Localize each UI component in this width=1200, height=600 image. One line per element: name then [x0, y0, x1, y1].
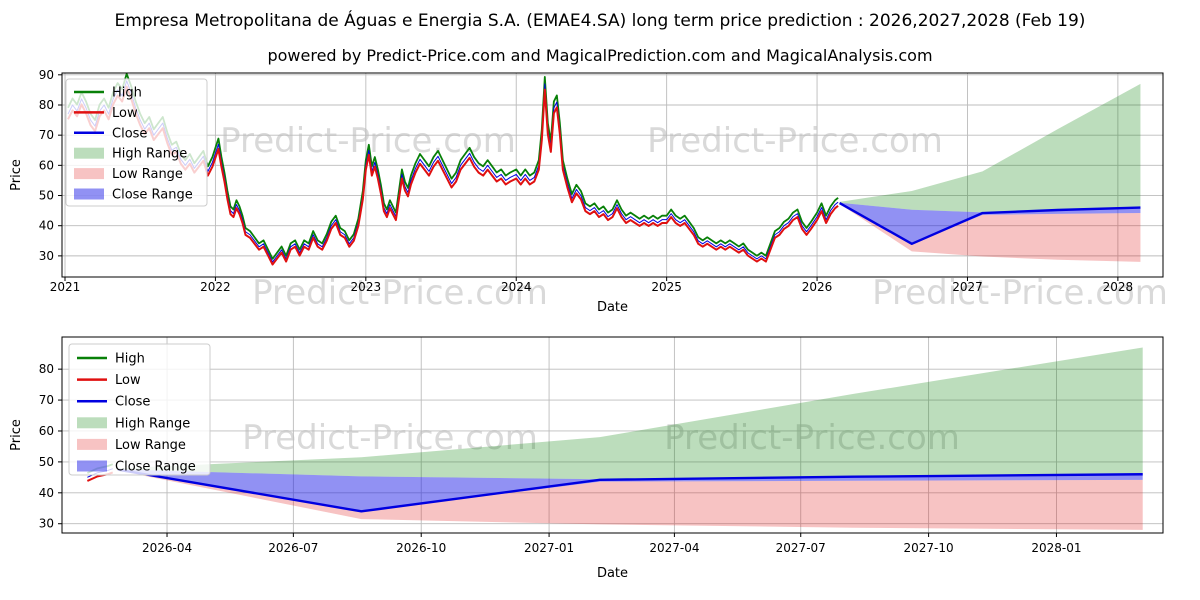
watermark: Predict-Price.com [242, 418, 538, 458]
watermark: Predict-Price.com [664, 418, 960, 458]
legend-patch-swatch [74, 147, 104, 159]
legend-item: Low Range [77, 438, 186, 453]
y-tick-label: 70 [39, 393, 54, 407]
legend-box [68, 343, 211, 476]
close-range-area [839, 202, 1141, 244]
x-tick-label: 2027 [952, 280, 983, 294]
y-tick-label: 40 [39, 219, 54, 233]
legend: High Low Close High Range Low Range Close Ran… [68, 343, 211, 476]
y-tick-label: 60 [39, 158, 54, 172]
y-tick-label: 40 [39, 486, 54, 500]
y-tick-label: 30 [39, 517, 54, 531]
y-tick-label: 50 [39, 455, 54, 469]
legend-patch-swatch [77, 438, 107, 450]
y-tick-label: 80 [39, 362, 54, 376]
legend-label: Close [115, 395, 150, 410]
low-range-area [117, 469, 1143, 530]
chart-subtitle: powered by Predict-Price.com and Magical… [267, 46, 933, 65]
legend-item: Low [77, 373, 141, 388]
x-tick-label: 2026-10 [396, 541, 446, 555]
watermark: Predict-Price.com [252, 273, 548, 313]
y-axis-label: Price [9, 419, 24, 451]
legend-label: Close Range [115, 460, 196, 475]
x-axis-label: Date [597, 300, 628, 315]
legend-label: High [115, 352, 145, 367]
high-range-area [117, 347, 1143, 480]
legend-label: Low [115, 373, 141, 388]
legend-item: High [74, 86, 142, 101]
legend-item: Low [74, 106, 138, 121]
legend-label: High Range [112, 147, 187, 162]
y-tick-label: 80 [39, 98, 54, 112]
x-tick-label: 2028-01 [1031, 541, 1081, 555]
legend-box [65, 78, 208, 207]
top-chart: Predict-Price.com Predict-Price.com Predic… [9, 68, 1168, 315]
legend-label: High [112, 86, 142, 101]
legend-patch-swatch [74, 188, 104, 200]
low-range-area [839, 203, 1141, 262]
chart-title: Empresa Metropolitana de Águas e Energia… [114, 11, 1086, 31]
x-tick-label: 2025 [651, 280, 682, 294]
legend-item: Close Range [77, 460, 196, 475]
legend-patch-swatch [74, 168, 104, 180]
legend-item: High [77, 352, 145, 367]
y-tick-label: 90 [39, 68, 54, 82]
x-axis-label: Date [597, 566, 628, 581]
x-tick-label: 2027-10 [904, 541, 954, 555]
legend-label: High Range [115, 416, 190, 431]
legend-label: Close [112, 126, 147, 141]
legend: High Low Close High Range Low Range Close Ran… [65, 78, 208, 207]
plot-border [61, 72, 1164, 278]
x-tick-label: 2027-07 [776, 541, 826, 555]
legend-label: Low Range [115, 438, 186, 453]
legend-label: Low [112, 106, 138, 121]
x-tick-label: 2024 [501, 280, 532, 294]
x-tick-label: 2027-04 [649, 541, 699, 555]
legend-item: Close [77, 395, 150, 410]
legend-item: High Range [77, 416, 190, 431]
x-tick-label: 2021 [50, 280, 81, 294]
y-axis-label: Price [9, 159, 24, 191]
x-tick-label: 2022 [200, 280, 231, 294]
high-range-area [839, 83, 1141, 213]
legend-patch-swatch [77, 460, 107, 472]
x-tick-label: 2026-04 [142, 541, 192, 555]
y-tick-label: 30 [39, 249, 54, 263]
x-tick-label: 2026 [802, 280, 833, 294]
x-tick-label: 2026-07 [268, 541, 318, 555]
legend-item: High Range [74, 147, 187, 162]
legend-patch-swatch [77, 417, 107, 429]
close-prediction-line [117, 468, 1143, 513]
x-tick-label: 2023 [351, 280, 382, 294]
watermark: Predict-Price.com [647, 121, 943, 161]
y-tick-label: 70 [39, 128, 54, 142]
legend-item: Close Range [74, 188, 193, 203]
close-range-area [117, 469, 1143, 512]
y-tick-label: 50 [39, 189, 54, 203]
legend-item: Close [74, 126, 147, 141]
plot-border [61, 336, 1164, 534]
legend-item: Low Range [74, 167, 183, 182]
legend-label: Close Range [112, 188, 193, 203]
watermark: Predict-Price.com [872, 273, 1168, 313]
y-tick-label: 60 [39, 424, 54, 438]
x-tick-label: 2027-01 [524, 541, 574, 555]
bottom-chart: Predict-Price.com Predict-Price.com 2026-0… [9, 336, 1164, 581]
x-tick-label: 2028 [1103, 280, 1134, 294]
legend-label: Low Range [112, 167, 183, 182]
close-prediction-line [839, 202, 1141, 246]
